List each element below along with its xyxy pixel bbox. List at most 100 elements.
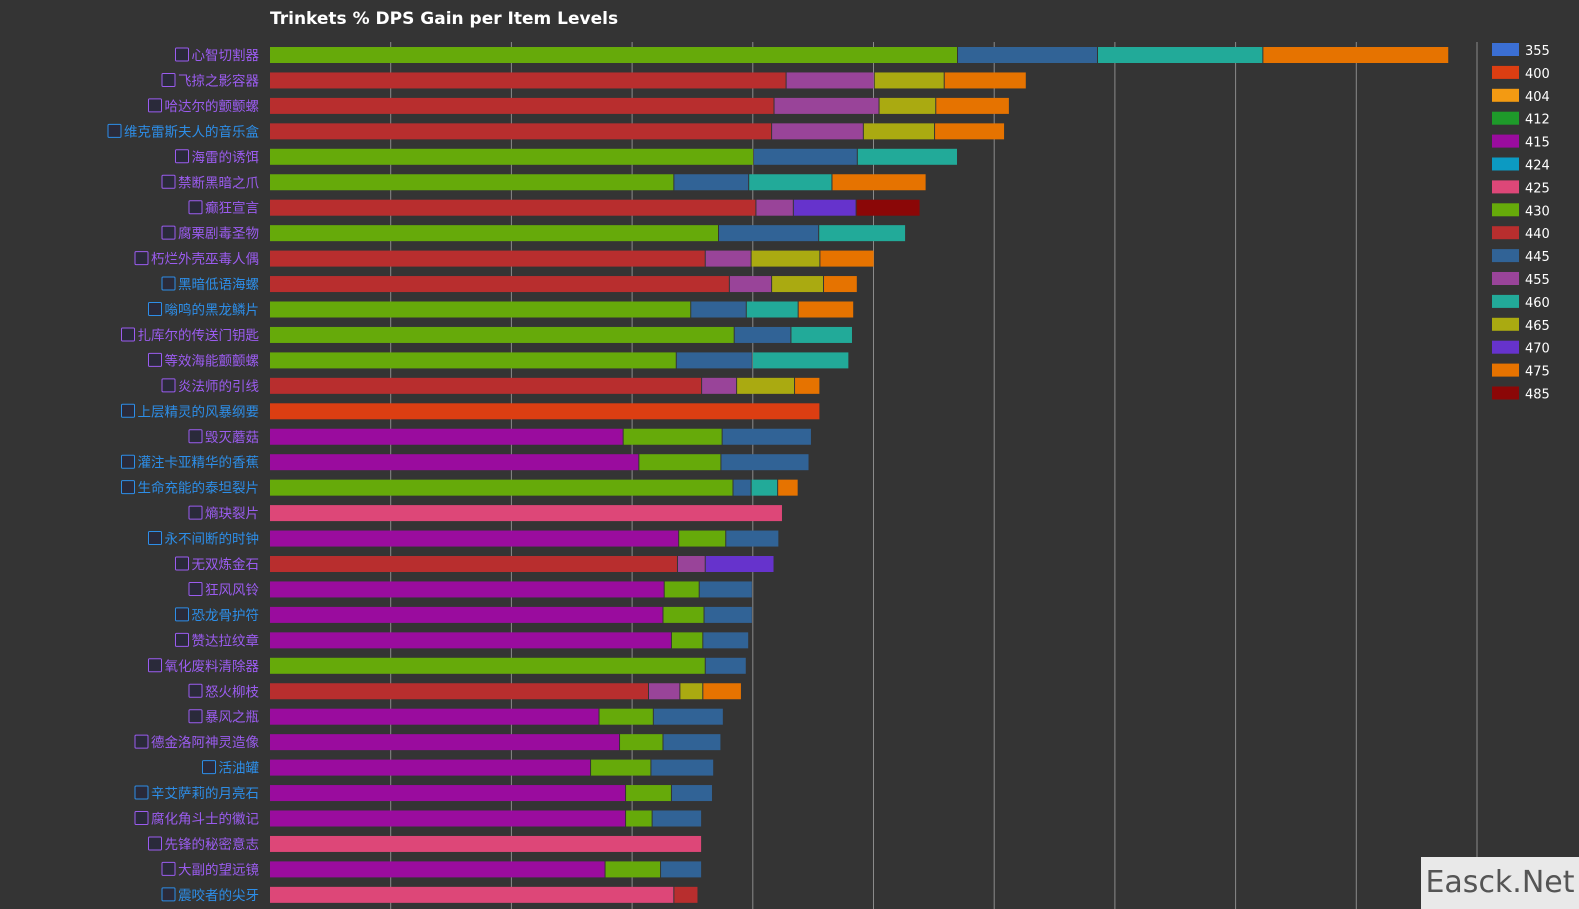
bar-segment-440 <box>270 97 774 114</box>
bar-segment-475 <box>1263 47 1449 63</box>
category-label: 禁断黑暗之爪 <box>178 175 259 191</box>
category-label: 黑暗低语海螺 <box>178 277 259 293</box>
bar-segment-425 <box>270 835 702 852</box>
bar-segment-425 <box>270 505 782 522</box>
bar-segment-445 <box>699 581 752 598</box>
bar-segment-430 <box>626 785 671 802</box>
category-label: 等效海能颤颤螺 <box>165 352 260 369</box>
bar-segment-460 <box>819 225 906 242</box>
bar-segment-465 <box>863 123 935 140</box>
legend-label: 430 <box>1525 204 1550 219</box>
trinket-icon <box>175 607 189 622</box>
bar-segment-445 <box>704 606 752 623</box>
category-label: 先锋的秘密意志 <box>165 836 260 853</box>
bar-segment-440 <box>270 276 729 293</box>
bar-segment-455 <box>786 72 874 89</box>
bar-segment-445 <box>957 47 1098 63</box>
bar-segment-485 <box>856 199 920 216</box>
bar-segment-465 <box>772 276 824 293</box>
bar-segment-475 <box>935 123 1005 140</box>
bar-segment-475 <box>820 250 874 267</box>
bar-segment-430 <box>663 606 704 623</box>
bar-segment-415 <box>270 734 620 751</box>
legend-swatch <box>1492 134 1519 148</box>
bar-segment-445 <box>653 708 723 725</box>
bar-segment-475 <box>778 479 798 496</box>
bar-segment-455 <box>648 683 680 700</box>
watermark: Easck.Net <box>1421 857 1579 909</box>
bar-segment-445 <box>722 428 811 445</box>
trinket-icon <box>148 836 162 851</box>
bar-segment-415 <box>270 861 605 878</box>
trinket-icon <box>148 302 162 316</box>
legend-label: 415 <box>1525 136 1550 151</box>
legend-swatch <box>1492 294 1519 308</box>
bar-segment-440 <box>270 556 677 572</box>
category-label: 震咬者的尖牙 <box>178 887 259 904</box>
bar-segment-415 <box>270 581 664 598</box>
bar-segment-475 <box>944 72 1026 89</box>
category-label: 赞达拉纹章 <box>192 632 260 649</box>
bar-segment-465 <box>737 377 795 394</box>
legend: 355 400 404 412 415 424 425 430 440 445 455 460 465 4… <box>1492 43 1550 403</box>
bar-segment-430 <box>591 759 651 776</box>
legend-label: 440 <box>1525 227 1550 242</box>
trinket-icon <box>188 709 203 724</box>
bar-segment-445 <box>754 148 857 165</box>
legend-swatch <box>1492 65 1519 79</box>
trinket-icon <box>202 760 216 775</box>
bar-segment-440 <box>270 683 648 700</box>
trinket-icon <box>188 200 203 215</box>
bar-segment-430 <box>270 225 719 242</box>
bar-segment-430 <box>671 632 703 649</box>
bar-segment-445 <box>651 759 714 776</box>
legend-swatch <box>1492 340 1519 354</box>
trinket-icon <box>161 225 176 240</box>
trinket-icon <box>134 251 149 266</box>
bar-segment-475 <box>798 301 854 318</box>
bar-segment-460 <box>857 148 957 165</box>
category-label: 腐化角斗士的徽记 <box>151 812 259 828</box>
trinket-icon <box>107 123 122 138</box>
category-label: 嗡鸣的黑龙鳞片 <box>165 302 260 319</box>
bar-segment-430 <box>270 657 705 674</box>
legend-swatch <box>1492 226 1519 240</box>
category-label: 朽烂外壳巫毒人偶 <box>151 252 259 268</box>
category-label: 飞掠之影容器 <box>178 72 259 89</box>
trinket-icon <box>188 505 203 520</box>
category-label: 海雷的诱饵 <box>192 150 260 166</box>
category-label: 怒火柳枝 <box>205 684 259 700</box>
bar-segment-455 <box>774 97 879 114</box>
bar-segment-415 <box>270 606 663 623</box>
bar-segment-430 <box>605 861 661 878</box>
trinket-icon <box>161 174 176 189</box>
bar-segment-445 <box>652 810 702 827</box>
trinket-icon <box>121 403 135 418</box>
bar-segment-455 <box>756 199 793 216</box>
bar-segment-445 <box>726 530 779 547</box>
bars <box>270 47 1449 903</box>
category-label: 扎库尔的传送门钥匙 <box>138 328 260 344</box>
bar-segment-430 <box>270 479 733 496</box>
legend-label: 412 <box>1525 113 1550 128</box>
bar-segment-445 <box>705 657 746 674</box>
category-label: 灌注卡亚精华的香蕉 <box>138 455 260 471</box>
bar-segment-445 <box>671 785 712 802</box>
bar-segment-465 <box>680 683 703 700</box>
category-label: 熵玦裂片 <box>205 506 259 522</box>
bar-segment-430 <box>270 326 734 343</box>
category-label: 上层精灵的风暴纲要 <box>138 404 260 420</box>
bar-segment-440 <box>270 72 786 89</box>
bar-segment-470 <box>705 556 774 572</box>
bar-segment-445 <box>661 861 702 878</box>
bar-segment-415 <box>270 454 639 471</box>
bar-segment-465 <box>751 250 820 267</box>
bar-segment-455 <box>702 377 737 394</box>
category-label: 腐栗剧毒圣物 <box>178 226 259 242</box>
bar-segment-430 <box>270 174 674 191</box>
bar-segment-415 <box>270 785 626 802</box>
category-label: 哈达尔的颤颤螺 <box>165 99 260 115</box>
category-label: 心智切割器 <box>192 47 260 64</box>
trinket-icon <box>134 785 149 800</box>
bar-segment-445 <box>733 479 751 496</box>
